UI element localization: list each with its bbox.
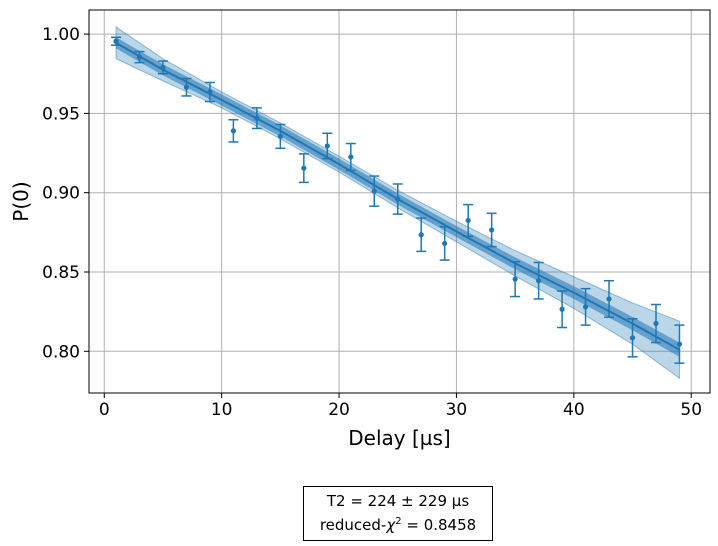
- data-point: [275, 123, 286, 150]
- x-tick-label: 30: [446, 400, 468, 420]
- data-point: [228, 118, 239, 143]
- data-point: [345, 142, 356, 172]
- y-tick-label: 0.90: [42, 184, 80, 204]
- data-point: [369, 175, 380, 207]
- data-point: [510, 260, 521, 298]
- data-marker: [606, 296, 612, 302]
- data-point: [111, 36, 121, 46]
- x-tick-label: 40: [563, 400, 585, 420]
- data-point: [486, 212, 497, 248]
- data-point: [298, 153, 309, 184]
- data-marker: [465, 217, 471, 224]
- x-tick-label: 50: [680, 400, 702, 420]
- data-point: [392, 183, 403, 215]
- data-point: [651, 303, 661, 344]
- chi2-value: = 0.8458: [401, 516, 477, 534]
- y-axis-label: P(0): [9, 181, 33, 221]
- data-marker: [418, 232, 424, 238]
- data-marker: [230, 128, 236, 134]
- grid: [89, 10, 710, 393]
- data-point: [204, 81, 215, 103]
- x-tick-label: 10: [211, 400, 233, 420]
- axis-ticks: 0 10 20 30 40 50 0.80 0.85 0.90 0.95 1.00: [42, 25, 702, 420]
- data-point: [463, 203, 474, 238]
- y-tick-label: 0.95: [42, 104, 80, 124]
- reduced-chi2-result: reduced-χ2 = 0.8458: [304, 513, 492, 537]
- data-marker: [582, 304, 589, 310]
- data-point: [251, 107, 262, 130]
- data-point: [627, 318, 638, 358]
- data-marker: [277, 133, 283, 139]
- data-marker: [371, 188, 377, 194]
- data-point: [134, 50, 145, 64]
- x-tick-label: 20: [328, 400, 350, 420]
- y-tick-label: 1.00: [42, 25, 80, 45]
- data-marker: [676, 341, 683, 347]
- chi2-prefix: reduced-: [319, 516, 387, 534]
- x-axis-label: Delay [µs]: [348, 426, 450, 450]
- data-point: [157, 60, 168, 75]
- data-point: [557, 290, 568, 329]
- fit-results-box: T2 = 224 ± 229 µs reduced-χ2 = 0.8458: [303, 486, 493, 541]
- data-marker: [653, 320, 659, 327]
- x-tick-label: 0: [99, 400, 110, 420]
- data-marker: [207, 89, 213, 95]
- data-marker: [559, 306, 565, 312]
- data-marker: [324, 143, 330, 149]
- data-point: [322, 132, 333, 160]
- data-point: [181, 77, 192, 97]
- data-point: [439, 226, 450, 261]
- data-marker: [301, 165, 307, 171]
- data-marker: [395, 196, 401, 202]
- data-marker: [136, 54, 143, 60]
- y-tick-label: 0.80: [42, 342, 80, 362]
- data-points: [111, 36, 685, 364]
- data-marker: [629, 335, 636, 341]
- y-tick-label: 0.85: [42, 263, 80, 283]
- data-marker: [183, 84, 190, 90]
- data-point: [580, 287, 591, 326]
- data-point: [604, 279, 615, 318]
- data-marker: [254, 115, 260, 121]
- chi-superscript: 2: [395, 516, 402, 527]
- data-marker: [442, 240, 448, 247]
- t2-result: T2 = 224 ± 229 µs: [326, 492, 470, 510]
- data-marker: [113, 38, 119, 44]
- data-marker: [489, 227, 495, 233]
- data-marker: [512, 276, 518, 282]
- data-point: [416, 217, 427, 253]
- plot-frame: [88, 9, 711, 394]
- chi-symbol: χ: [386, 516, 396, 534]
- data-marker: [348, 154, 354, 160]
- data-marker: [160, 64, 166, 71]
- data-point: [674, 324, 685, 364]
- data-marker: [536, 278, 542, 284]
- data-point: [533, 261, 544, 300]
